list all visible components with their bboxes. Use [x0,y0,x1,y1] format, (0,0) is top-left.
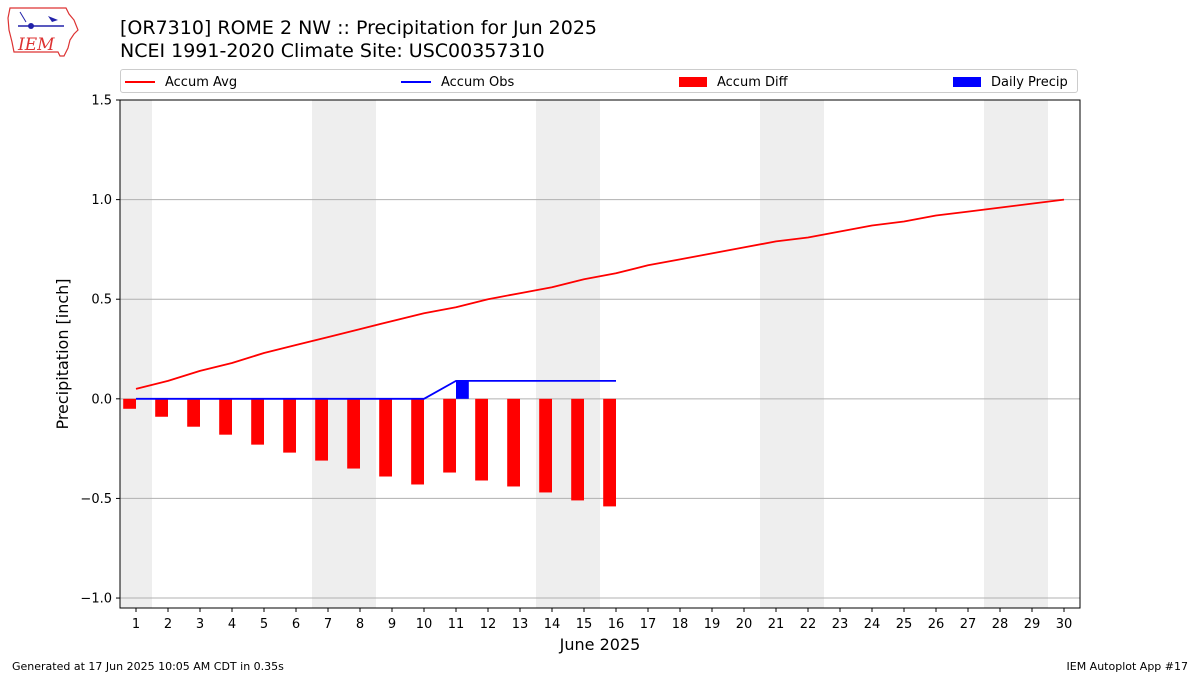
legend-swatch-accum-avg [125,81,155,83]
weekend-band-22 [792,100,824,608]
weekend-band-15 [568,100,600,608]
accum-diff-bar-13 [507,398,520,487]
weekend-band-28 [984,100,1016,608]
x-tick-label: 29 [1024,617,1041,632]
x-tick-label: 30 [1056,617,1073,632]
x-tick-label: 6 [292,617,300,632]
accum-diff-bar-5 [251,398,264,445]
x-tick-label: 14 [544,617,561,632]
plot-frame [119,99,1081,609]
weekend-band-7 [312,100,344,608]
x-tick-label: 22 [800,617,817,632]
iem-logo: IEM [7,7,79,57]
x-tick-label: 15 [576,617,593,632]
y-tick-label: −0.5 [80,492,112,507]
accum-avg-line [135,198,1065,390]
y-tick-label: 1.0 [91,193,112,208]
accum-diff-bar-12 [475,398,488,481]
x-tick-label: 1 [132,617,140,632]
footer-generated: Generated at 17 Jun 2025 10:05 AM CDT in… [12,660,284,673]
accum-diff-bar-6 [283,398,296,453]
weekend-band-14 [536,100,568,608]
legend-label-daily-precip: Daily Precip [991,74,1068,90]
accum-diff-bar-3 [187,398,200,427]
chart-subtitle: NCEI 1991-2020 Climate Site: USC00357310 [120,40,545,62]
x-tick-label: 16 [608,617,625,632]
accum-diff-bar-11 [443,398,456,473]
x-tick-label: 4 [228,617,236,632]
x-tick-label: 8 [356,617,364,632]
legend-item-accum-avg: Accum Avg [125,70,237,94]
x-tick-label: 19 [704,617,721,632]
footer-app: IEM Autoplot App #17 [1066,660,1189,673]
x-tick-label: 3 [196,617,204,632]
logo-text: IEM [17,35,55,55]
accum-diff-bar-9 [379,398,392,477]
y-tick-label: 0.0 [91,392,112,407]
x-tick-label: 27 [960,617,977,632]
plot-area [120,100,1080,608]
accum-diff-bar-1 [123,398,136,409]
x-tick-label: 10 [416,617,433,632]
chart-title: [OR7310] ROME 2 NW :: Precipitation for … [120,17,598,39]
weekend-band-21 [760,100,792,608]
legend: Accum Avg Accum Obs Accum Diff Daily Pre… [120,69,1078,93]
y-tick-label: 0.5 [91,293,112,308]
x-tick-label: 21 [768,617,785,632]
x-tick-label: 13 [512,617,529,632]
accum-diff-bar-8 [347,398,360,469]
accum-diff-bar-2 [155,398,168,417]
weekend-band-29 [1016,100,1048,608]
accum-diff-bar-4 [219,398,232,435]
x-tick-label: 17 [640,617,657,632]
x-tick-label: 20 [736,617,753,632]
accum-diff-bar-15 [571,398,584,501]
accum-diff-bar-16 [603,398,616,507]
x-tick-label: 25 [896,617,913,632]
x-tick-label: 26 [928,617,945,632]
legend-label-accum-diff: Accum Diff [717,74,788,90]
x-tick-label: 11 [448,617,465,632]
x-tick-label: 12 [480,617,497,632]
legend-swatch-accum-diff [679,77,707,87]
accum-diff-bar-10 [411,398,424,485]
x-tick-label: 28 [992,617,1009,632]
x-tick-label: 5 [260,617,268,632]
y-tick-label: −1.0 [80,592,112,607]
legend-swatch-daily-precip [953,77,981,87]
legend-label-accum-obs: Accum Obs [441,74,515,90]
legend-item-accum-diff: Accum Diff [679,70,788,94]
x-axis-label: June 2025 [559,635,641,654]
accum-diff-bar-7 [315,398,328,461]
x-tick-label: 9 [388,617,396,632]
x-tick-label: 24 [864,617,881,632]
y-axis-label: Precipitation [inch] [53,278,72,429]
weekend-band-8 [344,100,376,608]
accum-diff-bar-14 [539,398,552,493]
x-tick-label: 23 [832,617,849,632]
legend-item-daily-precip: Daily Precip [953,70,1068,94]
weekend-band-1 [120,100,152,608]
legend-label-accum-avg: Accum Avg [165,74,238,90]
legend-swatch-accum-obs [401,81,431,83]
x-tick-label: 7 [324,617,332,632]
x-tick-label: 18 [672,617,689,632]
x-tick-label: 2 [164,617,172,632]
y-tick-label: 1.5 [91,94,112,109]
daily-precip-bar-11 [456,380,469,399]
accum-obs-line [136,379,616,400]
legend-item-accum-obs: Accum Obs [401,70,514,94]
